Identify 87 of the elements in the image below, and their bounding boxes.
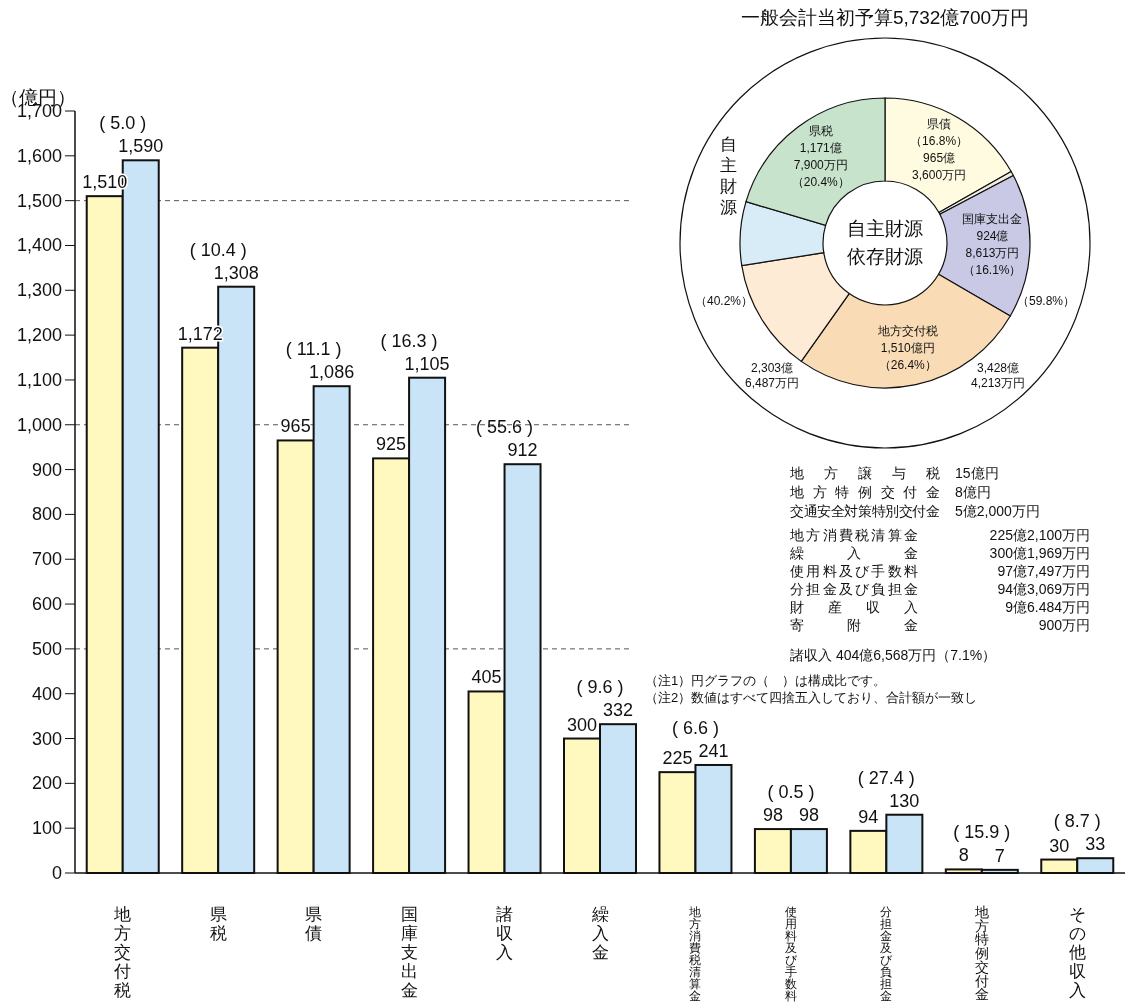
y-tick-label: 300 — [31, 728, 62, 749]
data-label: 300 — [566, 714, 598, 735]
annotation: 自主財源 — [719, 135, 737, 217]
annotation: ( 8.7 ) — [1053, 811, 1101, 832]
slice-label: 国庫支出金 — [962, 212, 1023, 227]
y-tick-label: 200 — [31, 773, 62, 794]
y-tick-label: 900 — [31, 459, 62, 480]
annotation: 諸収入 404億6,568万円（7.1%） — [790, 647, 997, 663]
text: 財産収入 9億6.484万円 — [790, 599, 1090, 615]
annotation: 交通安全対策特別交付金 5億2,000万円 — [790, 503, 1040, 519]
annotation: ( 15.9 ) — [953, 822, 1011, 843]
y-tick-label: 500 — [31, 638, 62, 659]
data-label: 33 — [1085, 834, 1106, 855]
data-label: 965 — [280, 416, 311, 437]
y-tick-label: 800 — [31, 504, 62, 525]
annotation: ( 6.6 ) — [671, 717, 719, 738]
slice-label: 地方交付税 — [876, 323, 938, 338]
y-tick-label: 1,200 — [16, 325, 62, 346]
data-label: 405 — [471, 667, 502, 688]
x-tick-label: 地方特例交付金 — [973, 905, 989, 1003]
x-tick-label: 国庫支出金 — [400, 904, 418, 1000]
y-tick-label: 1,300 — [16, 280, 62, 301]
x-tick-label: 使用料及び手数料 — [784, 904, 798, 1003]
annotation: ( 9.6 ) — [576, 677, 624, 698]
data-label: 98 — [798, 805, 819, 826]
x-tick-label: 地方消費税清算金 — [688, 904, 702, 1003]
annotation: ( 27.4 ) — [857, 767, 915, 788]
y-tick-label: 700 — [31, 549, 62, 570]
x-tick-label: 県債 — [305, 904, 323, 943]
data-label: 1,510億円（26.4%） — [878, 340, 937, 372]
annotation: 地方特例交付金 8億円 — [789, 484, 991, 500]
data-label: 1,171億7,900万円（20.4%） — [791, 140, 850, 189]
annotation: （注2）数値はすべて四捨五入しており、合計額が一致し — [645, 690, 978, 705]
data-label: 98 — [762, 805, 783, 826]
data-label: 1,590 — [118, 136, 164, 157]
annotation: 依存財源 — [847, 246, 923, 267]
text: 地方消費税清算金 225億2,100万円 — [790, 527, 1090, 543]
data-label: （16.8%）965億3,600万円 — [910, 134, 969, 183]
annotation: （59.8%） — [1016, 294, 1076, 308]
data-label: 94 — [858, 806, 879, 827]
y-tick-label: 1,500 — [16, 190, 62, 211]
data-label: 1,086 — [309, 362, 355, 383]
data-label: 225 — [662, 748, 693, 769]
x-tick-label: 地方交付税 — [113, 904, 132, 1000]
y-tick-label: 400 — [31, 683, 62, 704]
x-tick-label: 繰入金 — [590, 904, 609, 962]
y-tick-label: 1,100 — [16, 369, 62, 390]
y-tick-label: 1,000 — [16, 414, 62, 435]
x-tick-label: 分担金及び負担金 — [880, 904, 894, 1003]
annotation: 地方譲与税 15億円 — [789, 465, 999, 481]
data-label: 925 — [376, 434, 407, 455]
chart-title: 一般会計当初予算5,732億700万円 — [740, 7, 1030, 28]
annotation: 3,428億4,213万円 — [970, 361, 1026, 390]
slice-label: 県債 — [927, 117, 952, 132]
data-label: 332 — [602, 700, 634, 721]
x-tick-label: 県税 — [209, 904, 227, 943]
data-label: 924億8,613万円（16.1%） — [963, 229, 1022, 278]
text: 寄附金 900万円 — [790, 617, 1090, 633]
slice-label: 県税 — [808, 123, 833, 138]
data-label: 912 — [507, 440, 538, 461]
y-tick-label: 1,600 — [16, 145, 62, 166]
annotation: （40.2%） — [694, 294, 754, 308]
data-label: 30 — [1049, 835, 1070, 856]
text: 使用料及び手数料 97億7,497万円 — [790, 563, 1090, 579]
x-tick-label: その他収入 — [1068, 904, 1086, 1000]
y-tick-label: 1,400 — [16, 235, 62, 256]
annotation: ( 16.3 ) — [380, 330, 438, 351]
x-tick-label: 諸収入 — [496, 904, 514, 962]
data-label: 1,105 — [404, 353, 450, 374]
y-tick-label: 0 — [51, 863, 62, 883]
text: 繰入金 300億1,969万円 — [790, 545, 1090, 561]
annotation: 自主財源 — [847, 218, 923, 239]
annotation: ( 5.0 ) — [99, 113, 147, 134]
data-label: 1,308 — [213, 262, 259, 283]
data-label: 8 — [958, 845, 969, 866]
data-label: 130 — [889, 790, 920, 811]
data-label: 7 — [994, 845, 1005, 866]
y-tick-label: 100 — [31, 818, 62, 839]
annotation: ( 55.6 ) — [476, 417, 534, 438]
text: 分担金及び負担金 94億3,069万円 — [790, 581, 1090, 597]
annotation: 2,303億6,487万円 — [744, 361, 800, 390]
y-tick-label: 600 — [31, 594, 62, 615]
annotation: ( 10.4 ) — [189, 239, 247, 260]
annotation: ( 0.5 ) — [767, 782, 815, 803]
annotation: ( 11.1 ) — [285, 339, 342, 360]
data-label: 241 — [698, 740, 729, 761]
annotation: （注1）円グラフの（ ）は構成比です。 — [645, 673, 887, 688]
